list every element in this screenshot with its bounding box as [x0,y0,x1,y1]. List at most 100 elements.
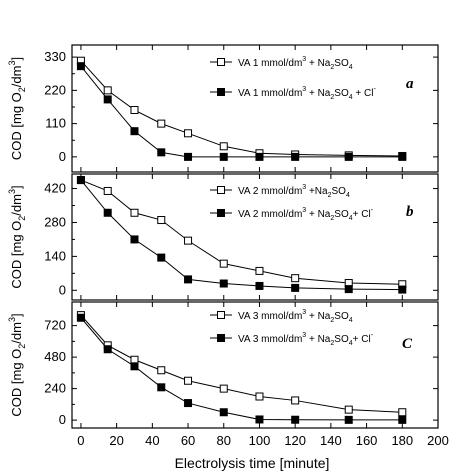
data-point [76,176,85,185]
x-tick-label: 120 [284,433,306,448]
y-tick-label: 330 [44,49,66,64]
x-tick-label: 0 [77,433,84,448]
series-filled [76,176,407,294]
data-point [157,383,166,392]
data-point [291,283,300,292]
data-point [157,253,166,262]
x-tick-label: 40 [145,433,159,448]
data-point [184,236,193,245]
data-point [157,216,166,225]
data-point [398,285,407,294]
x-tick-label: 60 [181,433,195,448]
data-point [344,152,353,161]
series-open [76,311,407,417]
data-point [255,281,264,290]
y-tick-label: 0 [59,412,66,427]
data-point [219,259,228,268]
data-point [344,415,353,424]
data-point [130,362,139,371]
legend-label: VA 2 mmol/dm3 +Na2SO4 [238,184,350,199]
legend-label: VA 1 mmol/dm3 + Na2SO4 + Cl- [238,86,376,101]
data-point [76,62,85,71]
x-tick-label: 200 [427,433,449,448]
legend: VA 1 mmol/dm3 + Na2SO4 VA 1 mmol/dm3 + Na… [210,56,376,101]
series-line [80,65,403,158]
data-point [184,399,193,408]
panel-label: C [402,336,413,352]
data-point [255,392,264,401]
y-tick-label: 140 [44,248,66,263]
y-tick-label: 420 [44,181,66,196]
panel-frame [71,173,439,301]
panel-frame [71,44,439,173]
x-tick-label: 180 [391,433,413,448]
series-line [80,179,403,285]
panel-frame [71,301,439,429]
data-point [157,366,166,375]
y-tick-label: 280 [44,214,66,229]
legend-marker [217,334,225,342]
data-point [291,274,300,283]
series-filled [76,62,407,161]
legend-marker [217,58,225,66]
data-point [255,152,264,161]
data-point [398,152,407,161]
series-line [80,314,403,413]
legend: VA 2 mmol/dm3 +Na2SO4 VA 2 mmol/dm3 + Na2… [210,184,374,222]
x-tick-label: 20 [109,433,123,448]
data-point [344,405,353,414]
data-point [291,152,300,161]
data-point [103,186,112,195]
legend-marker [217,88,225,96]
data-point [157,148,166,157]
data-point [344,285,353,294]
x-tick-label: 160 [356,433,378,448]
legend-label: VA 2 mmol/dm3 + Na2SO4+ Cl- [238,207,374,222]
data-point [291,415,300,424]
panel-label: b [406,204,414,220]
legend-label: VA 3 mmol/dm3 + Na2SO4 [238,309,353,324]
data-point [255,415,264,424]
y-tick-label: 0 [59,149,66,164]
panel-C: 0 240 480 720 COD [mg O2/dm3] VA 3 mmol/dm3 +… [7,301,439,429]
data-point [130,355,139,364]
data-point [130,106,139,115]
data-point [219,152,228,161]
data-point [184,129,193,138]
data-point [219,279,228,288]
x-tick-label: 140 [320,433,342,448]
data-point [130,127,139,136]
data-point [157,119,166,128]
data-point [130,208,139,217]
x-axis: 0 20 40 60 80 100 120 140 160 180 200 [77,433,449,448]
data-point [255,266,264,275]
y-tick-label: 110 [45,116,66,131]
x-tick-label: 80 [217,433,231,448]
data-point [103,345,112,354]
legend-marker [217,311,225,319]
series-line [80,179,403,291]
data-point [103,86,112,95]
data-point [184,376,193,385]
series-filled [76,313,407,424]
series-line [80,60,403,157]
legend-label: VA 3 mmol/dm3 + Na2SO4+ Cl- [238,332,374,347]
data-point [184,275,193,284]
panel-a: 0 110 220 330 COD [mg O2/dm3] VA 1 mmol/dm3 +… [7,44,439,173]
data-point [103,95,112,104]
y-tick-label: 480 [44,349,66,364]
panel-label: a [406,76,414,92]
y-tick-label: 240 [44,381,66,396]
data-point [219,142,228,151]
legend-label: VA 1 mmol/dm3 + Na2SO4 [238,56,353,71]
panels: 0 110 220 330 COD [mg O2/dm3] VA 1 mmol/dm3 +… [7,44,439,429]
x-axis-label: Electrolysis time [minute] [175,455,330,471]
series-line [80,317,403,421]
y-axis-label: COD [mg O2/dm3] [7,57,27,160]
data-point [103,208,112,217]
data-point [130,235,139,244]
y-axis-label: COD [mg O2/dm3] [7,185,27,288]
y-axis-label: COD [mg O2/dm3] [7,313,27,416]
series-open [76,56,407,160]
